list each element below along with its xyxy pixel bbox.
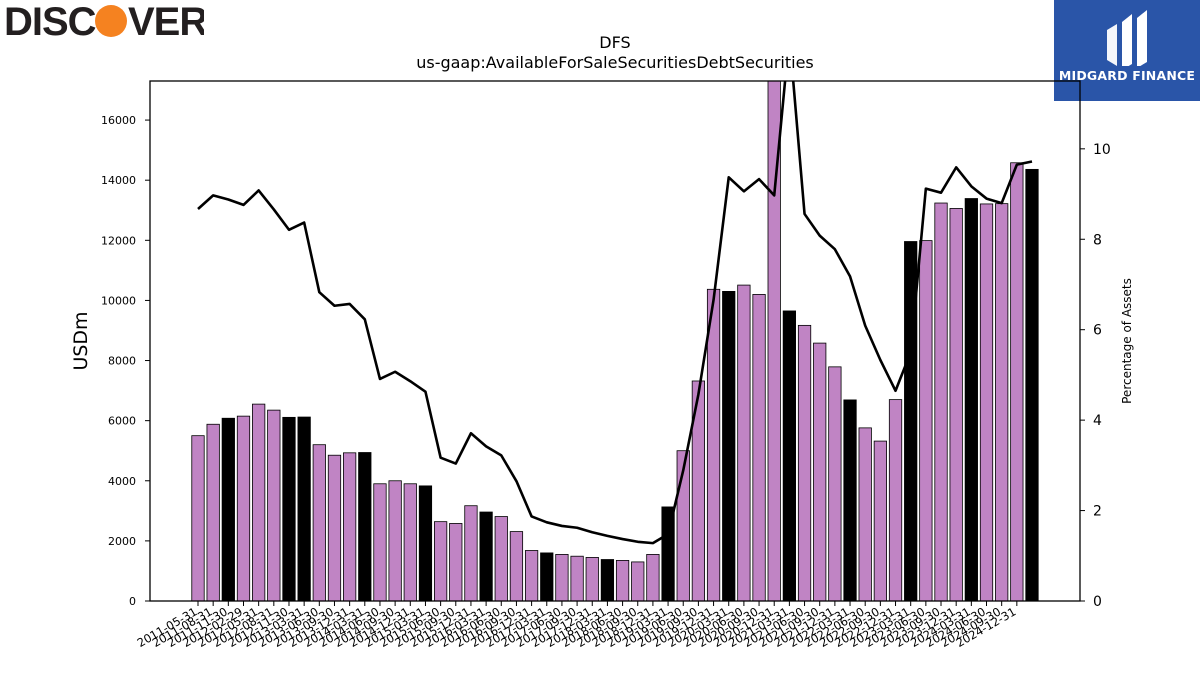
bar (919, 240, 933, 601)
bar (706, 288, 721, 601)
plot-frame (149, 80, 1081, 602)
bar (600, 559, 615, 601)
bar (282, 416, 296, 601)
svg-text:VER: VER (128, 2, 204, 40)
y-tick-label: 0 (129, 595, 136, 608)
bar (555, 554, 569, 601)
bar (343, 452, 357, 601)
bar (1025, 168, 1039, 601)
y-tick-label: 16000 (101, 114, 136, 127)
bar (615, 560, 630, 601)
bar (858, 427, 872, 601)
bar (646, 554, 660, 601)
bar (828, 366, 842, 601)
bar (221, 417, 235, 601)
bar (1010, 162, 1024, 601)
bar (585, 557, 599, 601)
bar (479, 511, 493, 601)
discover-logo: DISC VER (4, 0, 209, 44)
bar (949, 208, 963, 601)
y-axis-label: USDm (70, 311, 92, 370)
bar (570, 555, 584, 601)
svg-text:DISC: DISC (4, 2, 96, 40)
bar (979, 203, 994, 601)
bar (813, 342, 827, 601)
bar (449, 523, 463, 601)
bar (737, 284, 751, 601)
bar (691, 380, 706, 601)
bar (403, 483, 417, 601)
percentage-line (197, 81, 1033, 545)
y-tick-label: 10000 (101, 294, 136, 307)
bar (752, 294, 766, 601)
y-tick-label: 12000 (101, 234, 136, 247)
bar (418, 485, 433, 601)
bar (312, 444, 326, 601)
bar (631, 561, 645, 601)
bar (767, 81, 781, 601)
bar (524, 550, 539, 601)
chart-title: DFS (599, 33, 630, 52)
bar (843, 399, 857, 601)
y-tick-label: 14000 (101, 174, 136, 187)
bar (873, 440, 887, 601)
bar (782, 310, 796, 601)
y2-tick-label: 6 (1093, 323, 1102, 339)
bar (388, 480, 402, 601)
bar (236, 415, 251, 601)
bar (191, 435, 205, 601)
bar (297, 416, 311, 601)
bar (797, 324, 812, 601)
y2-tick-label: 8 (1093, 232, 1102, 248)
bar (433, 521, 448, 601)
bar (464, 505, 478, 601)
bar (327, 454, 342, 601)
midgard-finance-logo: MIDGARD FINANCE (1054, 0, 1200, 101)
bar (358, 452, 372, 601)
bar (267, 409, 281, 601)
y-tick-label: 2000 (108, 535, 136, 548)
bar (964, 198, 978, 601)
bar (934, 202, 948, 601)
bar (661, 506, 675, 601)
y-tick-label: 8000 (108, 355, 136, 368)
midgard-logo-text: MIDGARD FINANCE (1058, 68, 1196, 83)
bar (995, 203, 1009, 601)
bar (206, 423, 220, 601)
bar (494, 516, 508, 601)
chart-subtitle: us-gaap:AvailableForSaleSecuritiesDebtSe… (416, 53, 814, 72)
bar (509, 531, 524, 601)
y-tick-label: 6000 (108, 415, 136, 428)
y2-axis-label: Percentage of Assets (1120, 278, 1134, 404)
y2-tick-label: 10 (1093, 142, 1111, 158)
y-tick-label: 4000 (108, 475, 136, 488)
bar (888, 399, 903, 601)
bar (722, 290, 736, 601)
y2-tick-label: 2 (1093, 504, 1102, 520)
bar (252, 403, 266, 601)
bar (540, 552, 554, 601)
y2-tick-label: 0 (1093, 594, 1102, 610)
y2-tick-label: 4 (1093, 413, 1102, 429)
bar (373, 483, 387, 601)
